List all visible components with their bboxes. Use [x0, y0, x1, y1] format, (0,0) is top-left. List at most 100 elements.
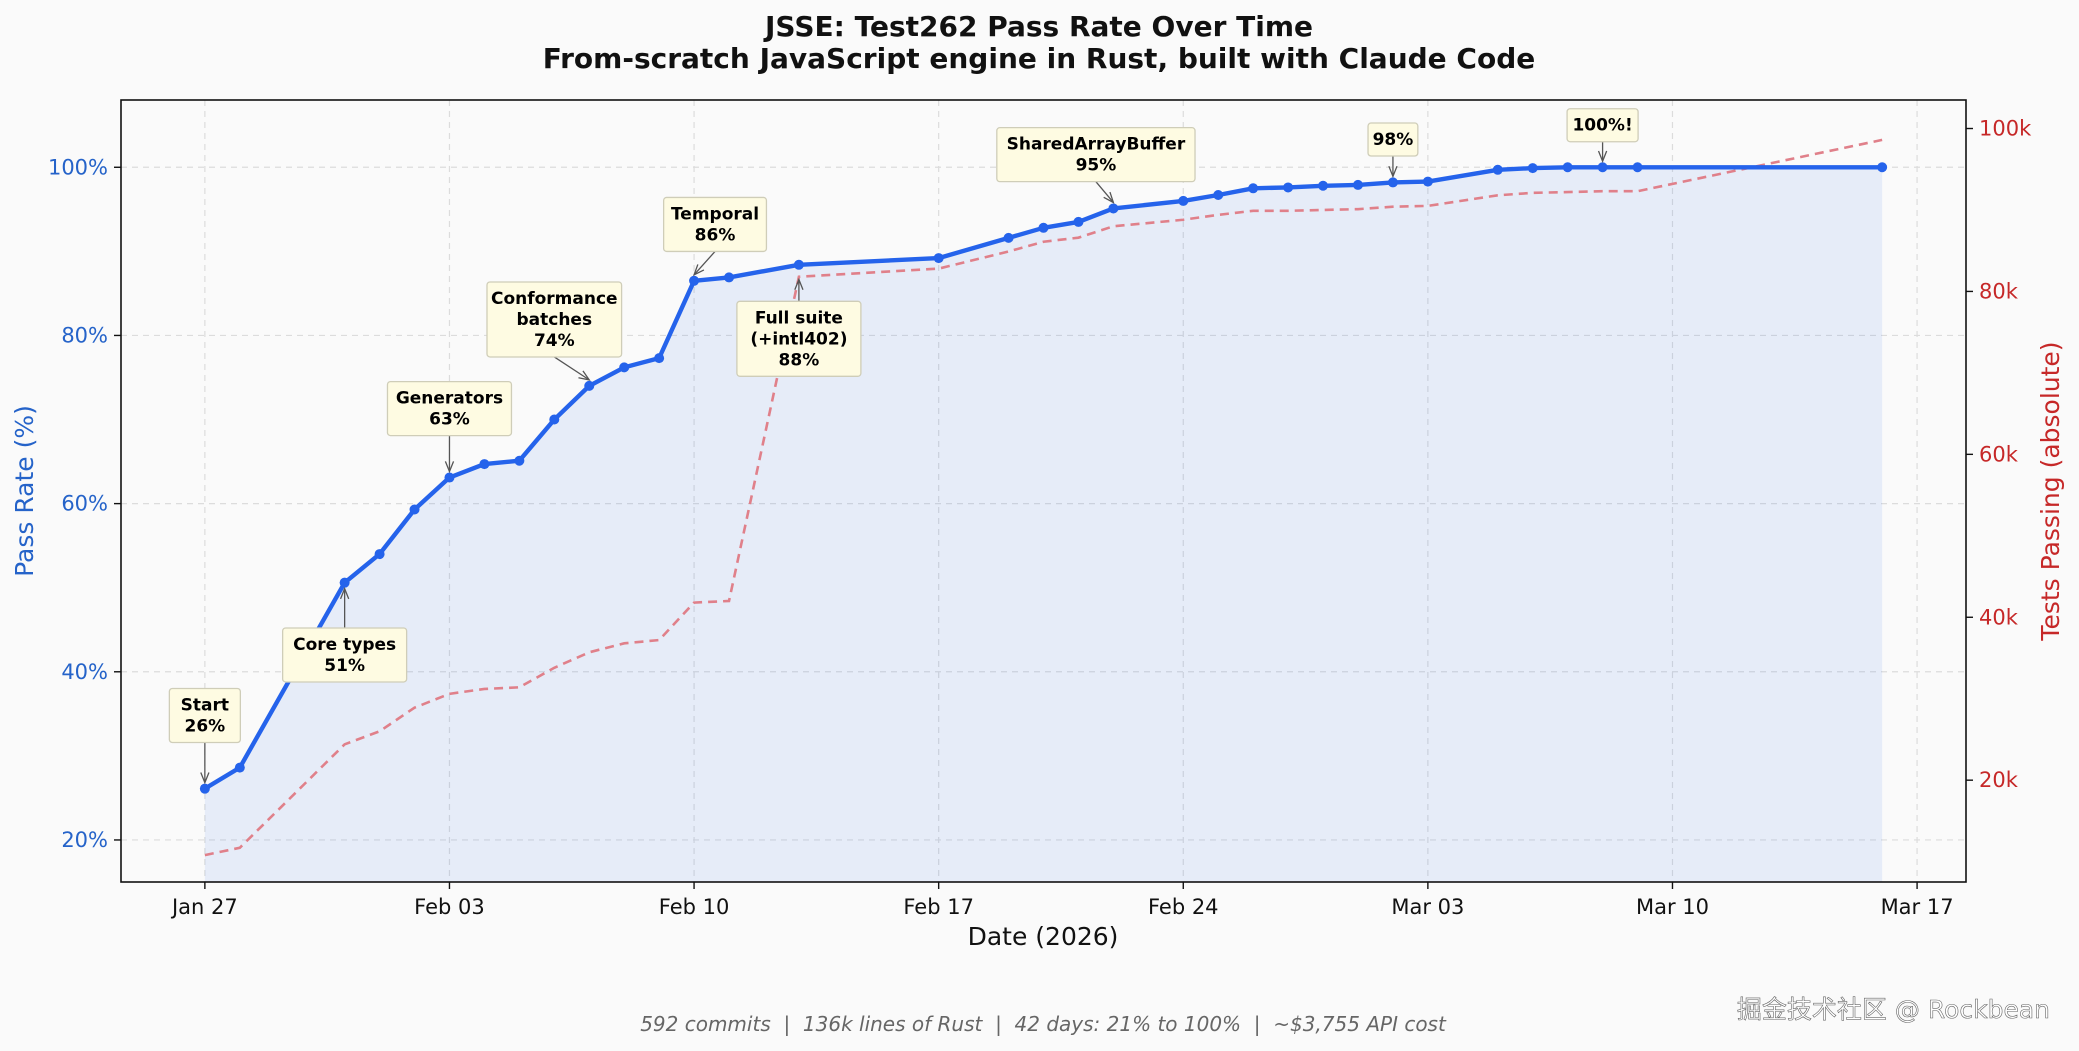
left-axis-label: Pass Rate (%): [10, 405, 39, 577]
annotation-box: [486, 281, 623, 358]
annotation: 100%!: [1566, 108, 1639, 164]
annotation-arrow: [1095, 181, 1114, 203]
right-tick-label: 60k: [1979, 442, 2019, 466]
pass-rate-point: [339, 577, 350, 588]
plot-frame: [120, 99, 1967, 883]
pass-rate-point: [234, 762, 245, 773]
footer-stats: 592 commits | 136k lines of Rust | 42 da…: [640, 1012, 1447, 1036]
pass-rate-line: [203, 165, 1883, 791]
pass-rate-point: [654, 353, 665, 364]
pass-rate-point: [619, 362, 630, 373]
x-tick-label: Mar 03: [1391, 895, 1464, 919]
annotation-text: 88%: [779, 350, 820, 370]
pass-rate-point: [1527, 163, 1538, 174]
annotation-arrowhead: [444, 461, 455, 474]
right-y-axis: 20k 40k 60k 80k 100k: [1966, 117, 2032, 792]
annotation: 98%: [1367, 122, 1419, 179]
annotation-text: Start: [181, 696, 229, 716]
x-tick-label: Feb 10: [659, 895, 730, 919]
pass-rate-point: [1213, 190, 1224, 201]
x-tick-label: Mar 17: [1881, 895, 1954, 919]
tests-passing-line: [204, 138, 1883, 857]
pass-rate-point: [549, 414, 560, 425]
pass-rate-point: [1492, 164, 1503, 175]
chart-title: JSSE: Test262 Pass Rate Over Time: [763, 10, 1313, 43]
annotation-text: 63%: [429, 410, 470, 430]
pass-rate-point: [374, 549, 385, 560]
left-tick-label: 20%: [61, 828, 108, 852]
annotation-arrowhead: [339, 586, 350, 600]
annotation-arrow: [553, 356, 590, 381]
annotation-arrowhead: [1388, 165, 1398, 179]
x-tick-label: Feb 03: [414, 895, 485, 919]
watermark: 掘金技术社区 @ Rockbean: [1737, 995, 2050, 1024]
annotation-arrowhead: [578, 370, 591, 381]
annotation-box: [281, 627, 408, 683]
pass-rate-point: [1387, 177, 1398, 188]
pass-rate-point: [1597, 162, 1608, 173]
annotation-text: (+intl402): [750, 329, 847, 349]
annotation-text: batches: [516, 310, 592, 330]
chart-subtitle: From-scratch JavaScript engine in Rust, …: [543, 42, 1535, 75]
right-tick-label: 100k: [1979, 117, 2032, 141]
x-axis: Jan 27 Feb 03 Feb 10 Feb 17 Feb 24 Mar 03 Mar …: [170, 882, 1954, 919]
pass-rate-point: [724, 272, 735, 283]
annotation-arrowhead: [1103, 191, 1115, 204]
pass-rate-point: [1108, 203, 1119, 214]
pass-rate-point: [933, 253, 944, 264]
annotation-text: Full suite: [755, 308, 843, 328]
annotation-box: [996, 127, 1196, 183]
annotation-text: Core types: [293, 635, 396, 655]
pass-rate-point: [689, 275, 700, 286]
annotation-arrowhead: [692, 264, 705, 277]
annotation-box: [1367, 122, 1419, 157]
annotation-text: 98%: [1373, 130, 1414, 150]
annotation-arrow: [693, 251, 716, 276]
left-tick-label: 80%: [61, 323, 108, 347]
pass-rate-point: [514, 455, 525, 466]
pass-rate-point: [409, 504, 420, 515]
right-tick-label: 40k: [1979, 605, 2019, 629]
pass-rate-point: [1877, 162, 1888, 173]
annotation-box: [736, 300, 862, 377]
pass-rate-point: [793, 259, 804, 270]
pass-rate-point: [1562, 162, 1573, 173]
pass-rate-point: [1003, 232, 1014, 243]
pass-rate-point: [1352, 179, 1363, 190]
annotation-text: SharedArrayBuffer: [1007, 135, 1186, 155]
pass-rate-point: [1422, 176, 1433, 187]
pass-rate-point: [584, 380, 595, 391]
right-axis-label: Tests Passing (absolute): [2036, 341, 2065, 641]
annotation-box: [168, 687, 242, 744]
pass-rate-point: [444, 472, 455, 483]
x-axis-label: Date (2026): [968, 922, 1119, 951]
left-tick-label: 100%: [48, 155, 108, 179]
annotation-text: Temporal: [671, 204, 759, 224]
annotation-text: 26%: [185, 717, 226, 737]
annotation-box: [662, 196, 768, 253]
annotation-text: 51%: [324, 656, 365, 676]
annotation-text: Conformance: [491, 289, 618, 309]
left-tick-label: 40%: [61, 660, 108, 684]
pass-rate-point: [1283, 182, 1294, 193]
left-y-axis: 20% 40% 60% 80% 100%: [48, 155, 121, 852]
pass-rate-area: [204, 167, 1883, 883]
annotation-text: 100%!: [1572, 116, 1632, 136]
x-tick-label: Jan 27: [170, 895, 238, 919]
annotation-arrowhead: [1597, 150, 1608, 164]
annotation: Full suite(+intl402)88%: [736, 277, 862, 377]
x-tick-label: Mar 10: [1636, 895, 1709, 919]
right-tick-label: 20k: [1979, 768, 2019, 792]
annotation-arrowhead: [794, 277, 804, 290]
pass-rate-point: [1038, 222, 1049, 233]
pass-rate-point: [199, 783, 210, 794]
pass-rate-point: [1178, 195, 1189, 206]
annotation-text: 74%: [534, 331, 575, 351]
pass-rate-point: [1318, 180, 1329, 191]
annotation-text: Generators: [396, 389, 503, 409]
